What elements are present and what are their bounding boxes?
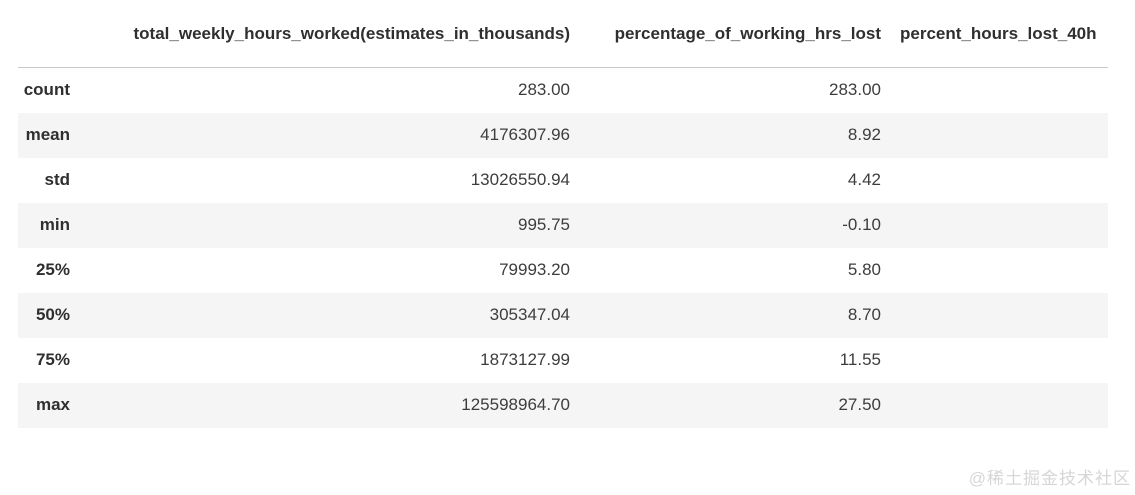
header-row: total_weekly_hours_worked(estimates_in_t… xyxy=(18,0,1108,68)
table-cell: 283.00 xyxy=(518,80,570,100)
row-label: 50% xyxy=(35,305,70,324)
row-label: 25% xyxy=(35,260,70,279)
table-cell: -0.10 xyxy=(842,215,881,234)
row-label: min xyxy=(39,215,70,234)
column-header-total-weekly-hours: total_weekly_hours_worked(estimates_in_t… xyxy=(70,0,570,68)
table-cell: 4.42 xyxy=(847,170,881,189)
table-cell xyxy=(881,158,1108,203)
table-row: count 283.00 283.00 xyxy=(18,68,1108,113)
describe-table: total_weekly_hours_worked(estimates_in_t… xyxy=(18,0,1108,428)
column-header-percentage-working-hrs-lost: percentage_of_working_hrs_lost xyxy=(570,0,881,68)
watermark: @稀土掘金技术社区 xyxy=(968,469,1131,488)
table-cell xyxy=(881,383,1108,428)
table-cell: 11.55 xyxy=(839,350,881,369)
table-cell: 79993.20 xyxy=(499,260,570,279)
table-cell xyxy=(881,113,1108,158)
table-cell: 8.70 xyxy=(847,305,881,324)
horizontal-scrollbar xyxy=(0,448,1135,478)
row-label: mean xyxy=(25,125,70,144)
row-label: 75% xyxy=(35,350,70,369)
table-cell: 305347.04 xyxy=(489,305,570,324)
table-cell: 1873127.99 xyxy=(480,350,570,369)
table-row: 50% 305347.04 8.70 xyxy=(18,292,1108,338)
table-row: std 13026550.94 4.42 xyxy=(18,158,1108,203)
table-cell: 27.50 xyxy=(838,395,881,414)
table-cell: 8.92 xyxy=(847,125,881,144)
row-label: std xyxy=(44,170,71,189)
index-header-cell xyxy=(18,0,70,68)
table-row: 25% 79993.20 5.80 xyxy=(18,248,1108,293)
table-cell: 13026550.94 xyxy=(470,170,570,189)
table-cell: 125598964.70 xyxy=(461,395,570,414)
table-row: 75% 1873127.99 11.55 xyxy=(18,338,1108,383)
table-row: max 125598964.70 27.50 xyxy=(18,382,1108,428)
table-cell xyxy=(881,203,1108,248)
row-label: count xyxy=(23,80,70,100)
table-row: mean 4176307.96 8.92 xyxy=(18,112,1108,158)
table-cell xyxy=(881,68,1108,113)
table-body: count 283.00 283.00 mean 4176307.96 8.92 std 13… xyxy=(18,68,1108,428)
table-row: min 995.75 -0.10 xyxy=(18,202,1108,248)
table-cell xyxy=(881,338,1108,383)
row-label: max xyxy=(35,395,70,414)
table-cell: 5.80 xyxy=(847,260,881,279)
column-header-percent-hours-lost-40h: percent_hours_lost_40h xyxy=(881,0,1108,68)
table-cell: 995.75 xyxy=(518,215,570,234)
table-cell: 283.00 xyxy=(829,80,881,100)
table-cell xyxy=(881,293,1108,338)
table-cell: 4176307.96 xyxy=(480,125,570,144)
table-cell xyxy=(881,248,1108,293)
